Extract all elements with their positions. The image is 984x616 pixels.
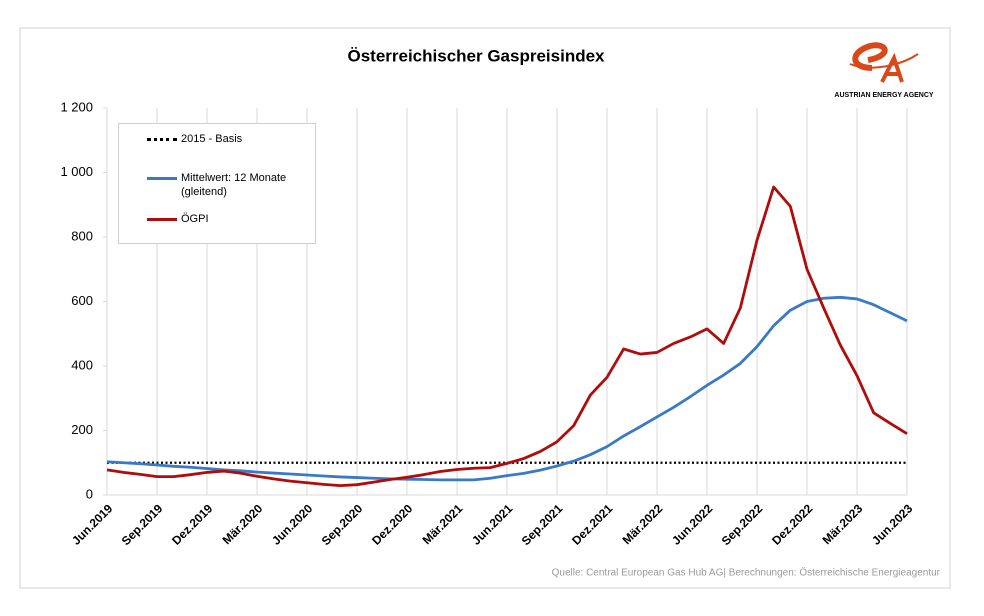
x-tick-label: Sep.2019 [119, 501, 166, 548]
x-tick-label: Jun.2023 [869, 501, 915, 547]
legend-item: 2015 - Basis [147, 132, 301, 146]
logo-e [852, 42, 888, 71]
x-tick-label: Sep.2022 [719, 501, 766, 548]
chart-frame [19, 27, 951, 589]
legend-label: 2015 - Basis [181, 133, 243, 145]
series-line [106, 185, 908, 488]
legend-item: Mittelwert: 12 Monate (gleitend) [147, 171, 301, 199]
y-tick-label: 1 000 [60, 164, 93, 179]
legend: 2015 - Basis Mittelwert: 12 Monate (gleit… [118, 123, 316, 244]
x-tick-label: Mär.2021 [420, 501, 466, 547]
y-tick-label: 0 [86, 486, 93, 501]
logo-text: AUSTRIAN ENERGY AGENCY [834, 92, 934, 99]
y-tick-label: 800 [71, 228, 93, 243]
x-tick-label: Jun.2019 [69, 501, 115, 547]
legend-label: ÖGPI [181, 213, 209, 225]
x-tick-label: Mär.2020 [220, 501, 266, 547]
x-tick-label: Jun.2022 [669, 501, 715, 547]
x-tick-label: Dez.2021 [569, 501, 615, 547]
x-tick-label: Sep.2020 [319, 501, 366, 548]
legend-swatch [147, 177, 177, 180]
logo: AUSTRIAN ENERGY AGENCY [834, 42, 934, 99]
logo-a [880, 52, 904, 83]
chart-title: Österreichischer Gaspreisindex [347, 46, 605, 65]
y-tick-label: 200 [71, 422, 93, 437]
x-tick-label: Jun.2021 [469, 501, 515, 547]
x-tick-label: Mär.2022 [620, 501, 666, 547]
legend-swatch [147, 138, 177, 141]
legend-swatch [147, 218, 177, 221]
x-tick-label: Jun.2020 [269, 501, 315, 547]
legend-label: Mittelwert: 12 Monate (gleitend) [181, 172, 287, 198]
y-tick-label: 1 200 [60, 99, 93, 114]
x-tick-label: Dez.2022 [769, 501, 815, 547]
x-tick-label: Sep.2021 [519, 501, 566, 548]
series-line [106, 295, 908, 482]
x-tick-label: Dez.2019 [169, 501, 215, 547]
x-tick-label: Dez.2020 [369, 501, 415, 547]
logo-swoosh [849, 53, 919, 69]
x-tick-label: Mär.2023 [820, 501, 866, 547]
y-tick-label: 600 [71, 293, 93, 308]
y-tick-label: 400 [71, 357, 93, 372]
source-note: Quelle: Central European Gas Hub AG| Ber… [552, 567, 941, 579]
legend-item: ÖGPI [147, 212, 301, 226]
